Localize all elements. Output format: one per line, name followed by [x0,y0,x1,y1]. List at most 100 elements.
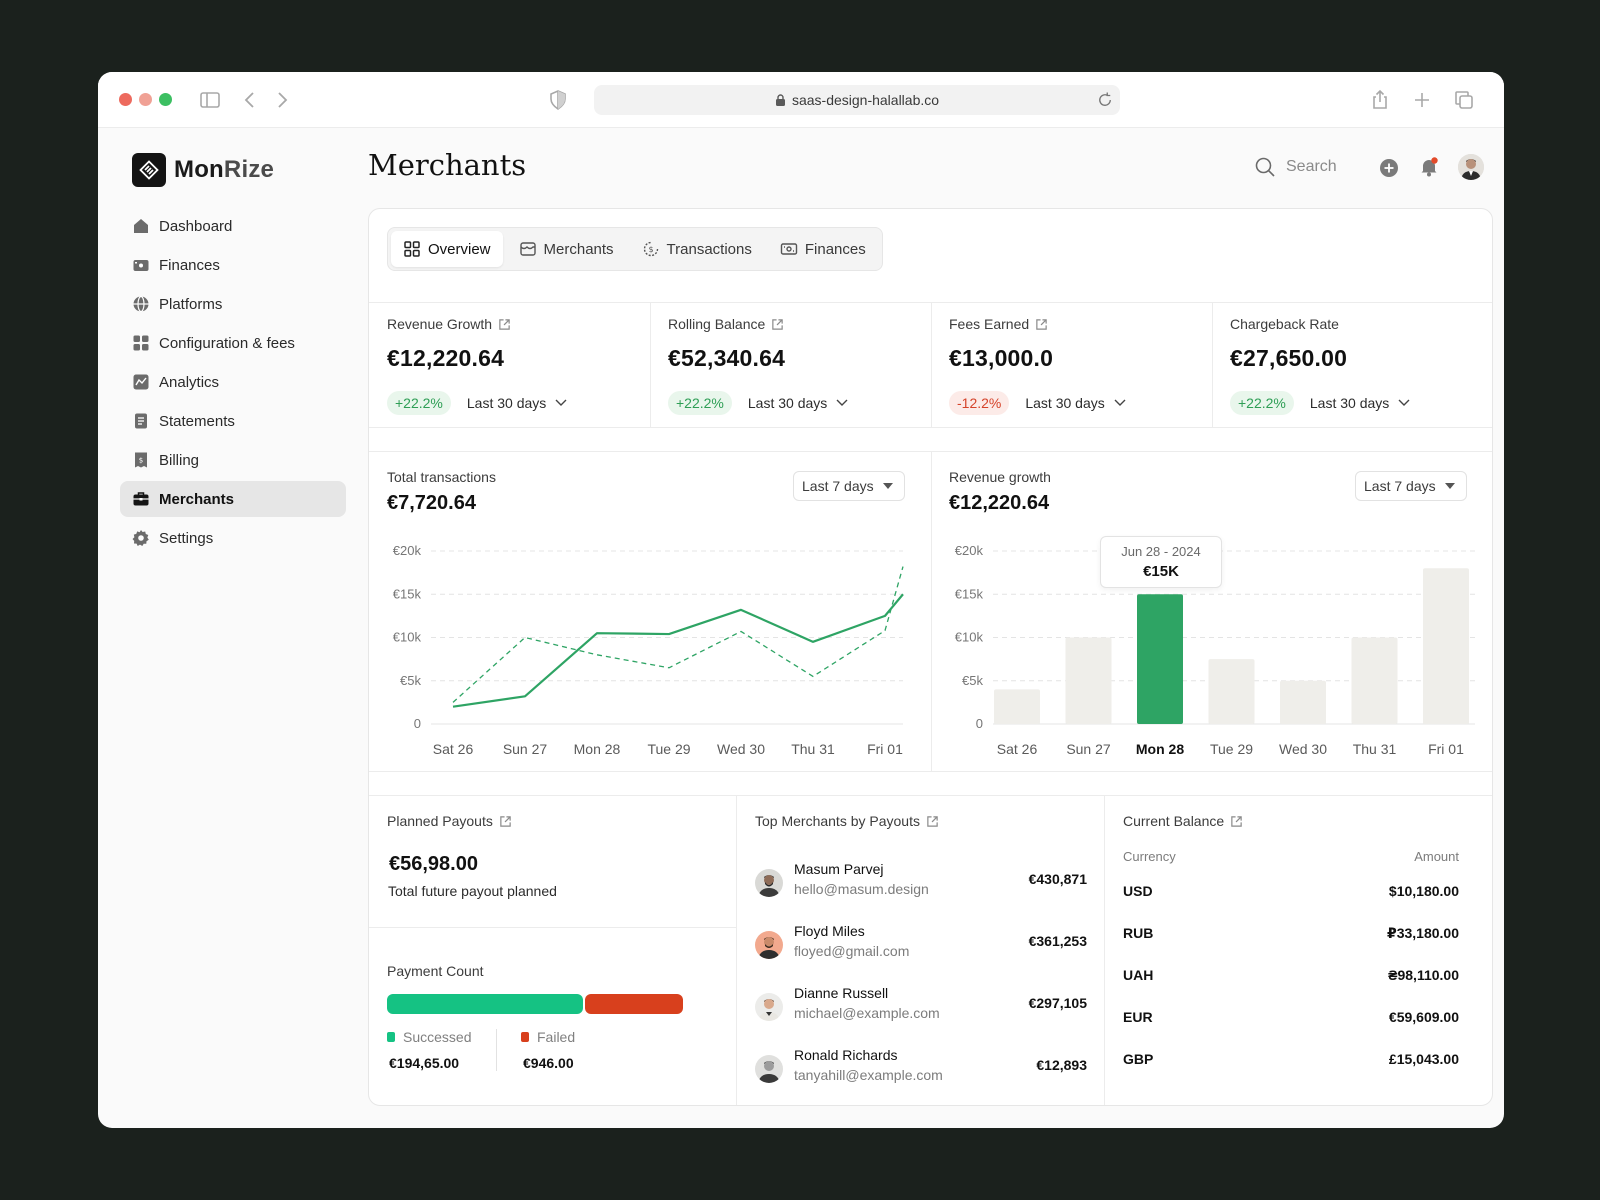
transactions-period-dropdown[interactable]: Last 7 days [793,471,905,501]
merchant-row[interactable]: Masum Parvej hello@masum.design €430,871 [755,861,1087,909]
maximize-window-button[interactable] [159,93,172,106]
y-tick-label: €15k [955,586,984,601]
tab-merchants[interactable]: Merchants [507,231,626,267]
tabs-overview-icon[interactable] [1452,88,1476,112]
currency-amount: ₽33,180.00 [1386,925,1459,941]
currency-header: Currency [1123,849,1176,864]
bar [994,689,1040,724]
period-label: Last 30 days [747,395,828,411]
sidebar-item-label: Analytics [159,373,220,391]
planned-payouts-subtitle: Total future payout planned [388,883,557,899]
shield-icon[interactable] [546,88,570,112]
brand-name-part1: Mon [174,156,224,183]
legend-failed: Failed [521,1029,575,1045]
period-selector[interactable]: Last 30 days [467,395,568,411]
sidebar-item-platforms[interactable]: Platforms [120,286,346,322]
period-label: Last 30 days [466,395,547,411]
sidebar-item-billing[interactable]: $ Billing [120,442,346,478]
cash-icon [780,243,798,255]
sidebar-item-configuration[interactable]: Configuration & fees [120,325,346,361]
external-link-icon[interactable] [499,815,512,828]
tab-finances[interactable]: Finances [768,231,878,267]
brand-logo[interactable]: MonRize [132,153,274,187]
merchant-email: michael@example.com [794,1005,940,1021]
back-icon[interactable] [238,88,262,112]
external-link-icon[interactable] [1230,815,1243,828]
x-tick-label: Mon 28 [574,741,621,757]
gear-icon [132,530,149,546]
stat-label: Revenue Growth [387,316,493,332]
browser-toolbar: saas-design-halallab.co [98,72,1504,128]
user-avatar-icon [755,1055,783,1083]
balance-row: RUB ₽33,180.00 [1123,925,1459,945]
caret-down-icon [1445,483,1455,489]
x-tick-label: Wed 30 [717,741,765,757]
tab-transactions[interactable]: $ Transactions [630,231,764,267]
period-selector[interactable]: Last 30 days [1310,395,1411,411]
balance-row: GBP £15,043.00 [1123,1051,1459,1071]
store-icon [519,242,536,256]
sidebar-item-statements[interactable]: Statements [120,403,346,439]
share-icon[interactable] [1368,88,1392,112]
balance-row: USD $10,180.00 [1123,883,1459,903]
merchant-row[interactable]: Ronald Richards tanyahill@example.com €1… [755,1047,1087,1095]
address-bar[interactable]: saas-design-halallab.co [594,85,1120,115]
brand-name: MonRize [174,156,274,184]
sidebar-item-finances[interactable]: Finances [120,247,346,283]
analytics-icon [133,374,149,390]
successed-value: €194,65.00 [389,1055,460,1071]
y-tick-label: €10k [955,630,984,645]
section-title-text: Planned Payouts [387,813,493,829]
sidebar-item-analytics[interactable]: Analytics [120,364,346,400]
minimize-window-button[interactable] [139,93,152,106]
external-link-icon[interactable] [926,815,939,828]
merchant-name: Floyd Miles [794,923,865,939]
sidebar-item-label: Dashboard [159,217,233,235]
successed-segment [387,994,583,1014]
tab-label: Finances [804,240,866,258]
y-tick-label: €20k [393,543,422,558]
change-badge: -12.2% [949,391,1010,415]
merchant-row[interactable]: Dianne Russell michael@example.com €297,… [755,985,1087,1033]
failed-segment [585,994,683,1014]
browser-window: saas-design-halallab.co MonRize Dashboar… [98,72,1504,1128]
x-tick-label: Sun 27 [503,741,548,757]
y-tick-label: 0 [414,716,421,731]
sidebar-item-settings[interactable]: Settings [120,520,346,556]
merchant-row[interactable]: Floyd Miles floyed@gmail.com €361,253 [755,923,1087,971]
stat-value: €12,220.64 [387,345,505,371]
user-avatar-icon [755,869,783,897]
sidebar-item-label: Statements [159,412,235,430]
external-link-icon[interactable] [771,318,784,331]
sidebar-item-merchants[interactable]: Merchants [120,481,346,517]
grid-icon [133,335,149,351]
external-link-icon[interactable] [1035,318,1048,331]
revenue-bar-chart: €20k €15k €10k €5k 0 Sat 26 Sun 27 Mon 28 Tue 29… [955,543,1475,757]
y-tick-label: €15k [393,586,422,601]
change-badge: +22.2% [387,391,451,415]
sidebar-item-dashboard[interactable]: Dashboard [120,208,346,244]
period-selector[interactable]: Last 30 days [1025,395,1126,411]
merchant-amount: €361,253 [1028,933,1087,949]
period-selector[interactable]: Last 30 days [748,395,849,411]
revenue-period-dropdown[interactable]: Last 7 days [1355,471,1467,501]
tab-overview[interactable]: Overview [391,231,503,267]
reload-icon[interactable] [1096,91,1114,109]
search-input[interactable]: Search [1254,156,1337,178]
add-icon[interactable] [1379,158,1399,178]
external-link-icon[interactable] [498,318,511,331]
sidebar-item-label: Merchants [159,490,235,508]
user-avatar-icon [755,993,783,1021]
period-label: Last 30 days [1309,395,1390,411]
bar [1065,637,1112,724]
bell-icon[interactable] [1418,156,1440,178]
forward-icon[interactable] [270,88,294,112]
new-tab-icon[interactable] [1410,88,1434,112]
merchant-name: Ronald Richards [794,1047,898,1063]
failed-value: €946.00 [523,1055,574,1071]
sidebar-toggle-icon[interactable] [198,88,222,112]
avatar[interactable] [1458,154,1484,180]
sidebar-item-label: Configuration & fees [159,334,295,352]
revenue-value: €12,220.64 [949,492,1050,514]
close-window-button[interactable] [119,93,132,106]
